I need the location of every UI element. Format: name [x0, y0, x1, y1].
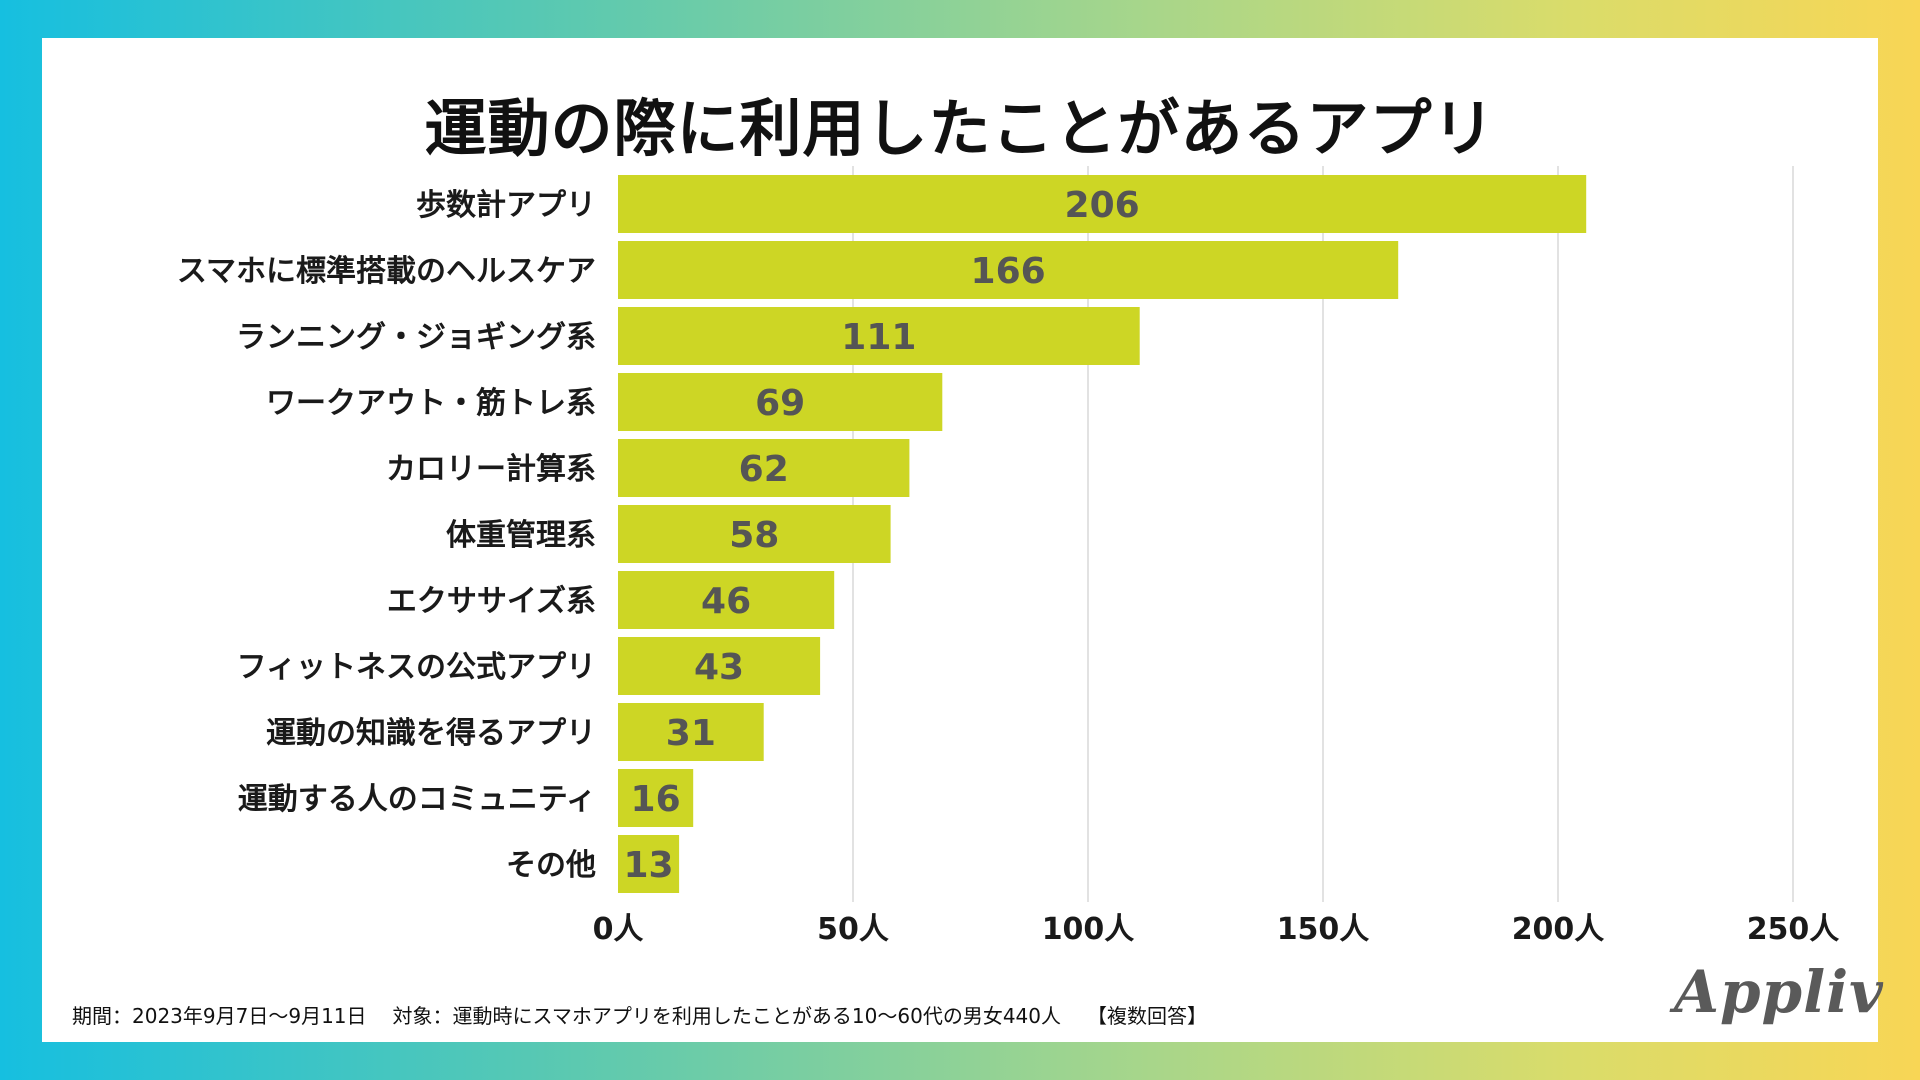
category-label: 運動の知識を得るアプリ: [266, 716, 596, 751]
bar-value-label: 16: [631, 779, 681, 820]
bar-chart: 206 歩数計アプリ 166 スマホに標準搭載のヘルスケア 111 ランニング・ジョギング…: [177, 166, 1840, 947]
bar-value-label: 206: [1065, 185, 1140, 226]
x-tick-label: 50人: [817, 912, 889, 947]
bar-value-label: 58: [729, 515, 779, 556]
x-tick-label: 0人: [593, 912, 644, 947]
bar-value-label: 62: [739, 449, 789, 490]
footnote: 期間：2023年9月7日〜9月11日 対象：運動時にスマホアプリを利用したことがあ…: [72, 1000, 1207, 1029]
bar-value-label: 46: [701, 581, 751, 622]
bar: [618, 835, 680, 893]
bar: [618, 769, 694, 827]
bar: [618, 307, 1140, 365]
chart-title: 運動の際に利用したことがあるアプリ: [424, 92, 1496, 165]
category-label: エクササイズ系: [387, 584, 596, 619]
x-tick-label: 250人: [1747, 912, 1840, 947]
category-label: 体重管理系: [446, 518, 596, 553]
category-label: ワークアウト・筋トレ系: [266, 386, 596, 421]
bar-value-label: 43: [694, 647, 744, 688]
bar-value-label: 31: [666, 713, 716, 754]
appliv-logo: Appliv: [1674, 958, 1884, 1026]
category-label: カロリー計算系: [386, 452, 596, 487]
category-label: 歩数計アプリ: [416, 188, 596, 223]
footnote-note: 【複数回答】: [1087, 1004, 1208, 1028]
category-label: スマホに標準搭載のヘルスケア: [177, 254, 596, 289]
x-tick-label: 100人: [1042, 912, 1135, 947]
category-label: フィットネスの公式アプリ: [237, 650, 596, 685]
bar-value-label: 69: [755, 383, 805, 424]
bar: [618, 373, 943, 431]
bar: [618, 637, 821, 695]
x-tick-label: 150人: [1277, 912, 1370, 947]
bar-value-label: 13: [623, 845, 673, 886]
bar: [618, 703, 764, 761]
bar: [618, 175, 1587, 233]
bar: [618, 505, 891, 563]
bar-value-label: 111: [841, 317, 916, 358]
category-label: その他: [506, 848, 596, 883]
category-label: 運動する人のコミュニティ: [238, 782, 596, 817]
category-label: ランニング・ジョギング系: [236, 320, 596, 355]
footnote-target: 対象：運動時にスマホアプリを利用したことがある10〜60代の男女440人: [392, 1004, 1062, 1028]
bar: [618, 571, 835, 629]
x-tick-label: 200人: [1512, 912, 1605, 947]
bar: [618, 241, 1399, 299]
chart-card: 運動の際に利用したことがあるアプリ 206 歩数計アプリ 166 スマホに標準搭載のヘ…: [42, 38, 1883, 1042]
bar: [618, 439, 910, 497]
bar-value-label: 166: [971, 251, 1046, 292]
footnote-period: 期間：2023年9月7日〜9月11日: [72, 1004, 367, 1028]
